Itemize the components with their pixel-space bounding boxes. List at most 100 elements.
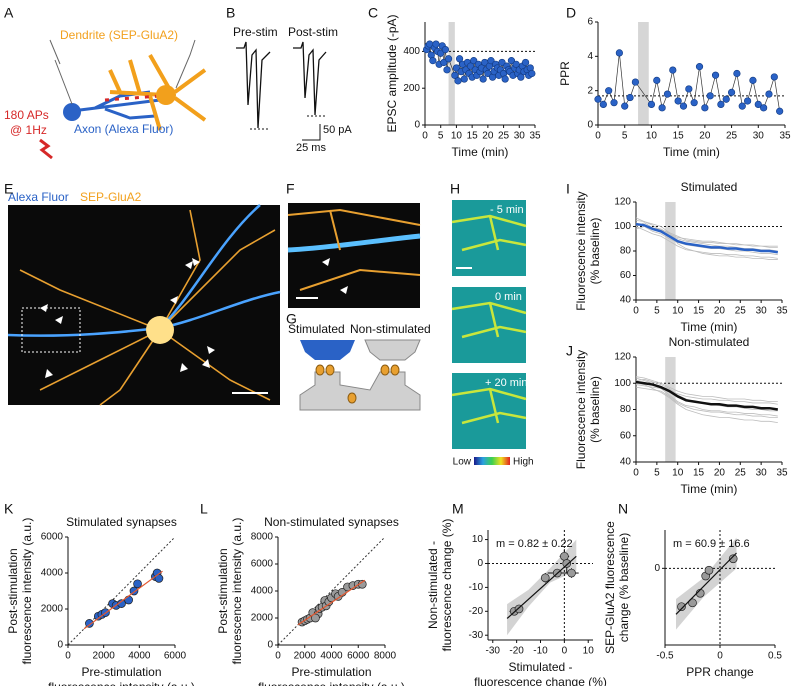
x-tick-label: 35: [776, 468, 788, 479]
x-tick-label: 10: [672, 306, 684, 317]
time-label: 0 min: [495, 291, 522, 303]
x-tick-label: 25: [735, 306, 747, 317]
panel-label: G: [286, 311, 297, 327]
data-point: [599, 100, 607, 108]
data-point: [685, 85, 693, 93]
x-tick-label: 30: [756, 306, 768, 317]
panel-label: A: [4, 5, 14, 21]
data-point: [466, 62, 475, 70]
diagram-label: Stimulated: [288, 322, 345, 336]
y-tick-label: 400: [403, 46, 420, 57]
data-point: [610, 99, 618, 107]
y-axis-label: (% baseline): [588, 218, 602, 285]
y-tick-label: 10: [472, 534, 484, 545]
chart-title: Stimulated synapses: [66, 515, 177, 529]
x-axis-label: Pre-stimulation: [291, 665, 371, 679]
y-tick-label: 60: [620, 430, 632, 441]
data-point: [728, 554, 738, 564]
data-point: [717, 100, 725, 108]
x-tick-label: -10: [533, 646, 548, 657]
panel-label: B: [226, 5, 235, 21]
data-point: [605, 87, 613, 95]
x-tick-label: 4000: [128, 651, 151, 662]
x-tick-label: 0: [595, 131, 601, 142]
synapse-diagram: Stimulated Non-stimulated: [288, 322, 431, 411]
x-tick-label: 0.5: [768, 651, 782, 662]
x-tick-label: 15: [693, 468, 705, 479]
y-axis-label: Post-stimulation: [216, 548, 230, 633]
data-point: [454, 77, 462, 85]
x-tick-label: 15: [467, 131, 479, 142]
data-point: [674, 97, 682, 105]
x-tick-label: 30: [756, 468, 768, 479]
data-point: [452, 64, 461, 72]
x-tick-label: 15: [693, 306, 705, 317]
stim-shade: [665, 202, 676, 300]
x-tick-label: 0: [422, 131, 428, 142]
data-point: [688, 598, 697, 608]
data-point: [437, 49, 445, 57]
data-point: [733, 69, 741, 78]
overview-image: Alexa Fluor SEP-GluA2: [7, 190, 281, 406]
data-point: [479, 75, 487, 83]
data-point: [498, 58, 506, 67]
x-axis-label: fluorescence intensity (a.u.): [48, 680, 195, 686]
x-tick-label: 0: [633, 468, 639, 479]
panel-label: M: [452, 501, 464, 517]
colorbar-label: Low: [453, 457, 472, 468]
x-tick-label: 8000: [374, 651, 397, 662]
data-point: [695, 63, 704, 71]
panel-label: C: [368, 5, 378, 21]
data-point: [594, 95, 602, 103]
zoom-image: [287, 203, 421, 308]
trace-label: Pre-stim: [233, 25, 278, 39]
y-tick-label: 2000: [251, 613, 274, 624]
y-axis-label: Fluorescence intensity: [574, 191, 588, 310]
series-line: [635, 219, 778, 260]
data-point: [85, 619, 94, 628]
stim-label: @ 1Hz: [10, 123, 47, 137]
panel-label: D: [566, 5, 576, 21]
panel-label: J: [566, 343, 573, 359]
data-point: [311, 613, 320, 623]
x-tick-label: 10: [451, 131, 463, 142]
data-point: [770, 73, 778, 81]
y-axis-label: (% baseline): [588, 376, 602, 443]
data-point: [429, 57, 437, 65]
y-tick-label: 120: [614, 352, 631, 363]
data-point: [701, 104, 709, 112]
y-axis-label: Fluorescence intensity: [574, 350, 588, 469]
fit-line: [297, 579, 366, 626]
fit-line: [83, 570, 163, 630]
x-tick-label: -0.5: [656, 651, 674, 662]
scale-label: 25 ms: [296, 142, 326, 154]
y-tick-label: 200: [403, 83, 420, 94]
y-tick-label: 0: [57, 640, 63, 651]
data-point: [647, 100, 656, 108]
x-tick-label: 15: [673, 131, 685, 142]
panel-label: F: [286, 181, 295, 197]
data-point: [540, 573, 550, 583]
x-tick-label: 30: [514, 131, 526, 142]
x-tick-label: 20: [699, 131, 711, 142]
data-point: [727, 88, 736, 96]
fit-line: [506, 555, 577, 619]
panel-label: K: [4, 501, 14, 517]
y-tick-label: 80: [620, 246, 632, 257]
x-tick-label: 10: [672, 468, 684, 479]
x-axis-label: Time (min): [681, 482, 738, 496]
series-line: [635, 376, 778, 403]
data-point: [528, 69, 536, 78]
x-axis-label: fluorescence change (%): [474, 675, 607, 686]
data-point: [444, 55, 453, 63]
x-tick-label: 20: [714, 306, 726, 317]
y-axis-label: fluorescence intensity (a.u.): [230, 518, 244, 665]
x-tick-label: 6000: [164, 651, 187, 662]
channel-label: Alexa Fluor: [8, 190, 69, 204]
data-point: [677, 602, 686, 612]
y-tick-label: 0: [654, 563, 660, 574]
x-tick-label: -20: [509, 646, 524, 657]
fit-line: [675, 552, 737, 615]
data-point: [517, 73, 525, 81]
y-axis-label: PPR: [558, 61, 572, 86]
